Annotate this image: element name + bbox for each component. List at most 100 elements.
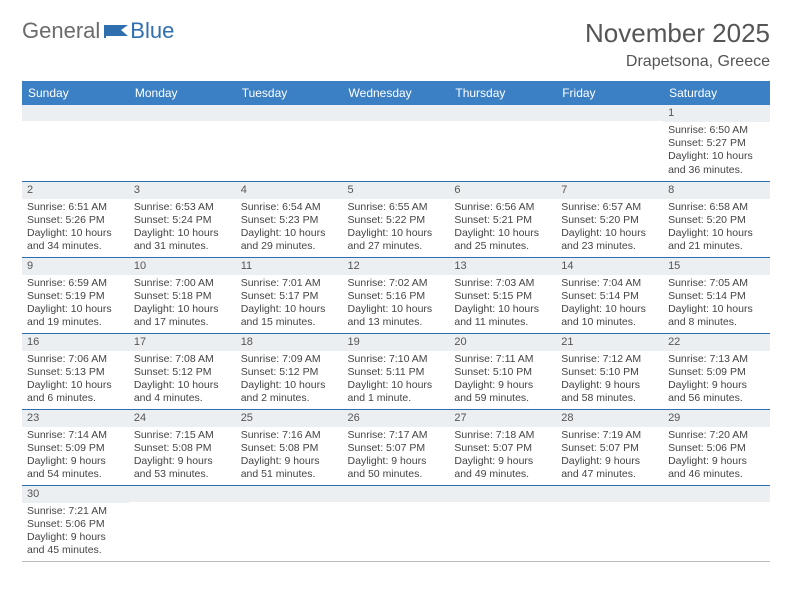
calendar-week: 16Sunrise: 7:06 AMSunset: 5:13 PMDayligh… xyxy=(22,333,770,409)
day-line: and 10 minutes. xyxy=(561,316,658,329)
day-number-bar: 15 xyxy=(663,258,770,275)
logo: General Blue xyxy=(22,18,174,44)
calendar-cell: 3Sunrise: 6:53 AMSunset: 5:24 PMDaylight… xyxy=(129,181,236,257)
day-body xyxy=(449,121,556,161)
day-line: and 1 minute. xyxy=(348,392,445,405)
calendar-cell xyxy=(449,105,556,181)
day-number-bar: 17 xyxy=(129,334,236,351)
day-line: Daylight: 10 hours xyxy=(454,227,551,240)
day-number-bar: 28 xyxy=(556,410,663,427)
day-line: Daylight: 10 hours xyxy=(561,303,658,316)
day-header: Saturday xyxy=(663,81,770,105)
day-number-bar: 25 xyxy=(236,410,343,427)
flag-icon xyxy=(104,18,130,44)
day-number-bar: 29 xyxy=(663,410,770,427)
day-number-bar xyxy=(129,105,236,121)
day-line: Sunset: 5:12 PM xyxy=(241,366,338,379)
title-block: November 2025 Drapetsona, Greece xyxy=(585,18,770,71)
day-line: Sunset: 5:07 PM xyxy=(348,442,445,455)
day-line: Daylight: 10 hours xyxy=(348,303,445,316)
day-body: Sunrise: 7:00 AMSunset: 5:18 PMDaylight:… xyxy=(129,275,236,332)
day-body: Sunrise: 6:58 AMSunset: 5:20 PMDaylight:… xyxy=(663,199,770,256)
day-body xyxy=(236,121,343,161)
calendar-body: 1Sunrise: 6:50 AMSunset: 5:27 PMDaylight… xyxy=(22,105,770,561)
day-line: and 47 minutes. xyxy=(561,468,658,481)
day-body: Sunrise: 7:03 AMSunset: 5:15 PMDaylight:… xyxy=(449,275,556,332)
day-line: Sunrise: 7:12 AM xyxy=(561,353,658,366)
day-line: Sunset: 5:15 PM xyxy=(454,290,551,303)
day-number-bar xyxy=(236,486,343,502)
day-body: Sunrise: 7:21 AMSunset: 5:06 PMDaylight:… xyxy=(22,503,129,560)
day-number-bar xyxy=(663,486,770,502)
day-line: Daylight: 9 hours xyxy=(561,379,658,392)
day-line: and 23 minutes. xyxy=(561,240,658,253)
day-number-bar xyxy=(449,105,556,121)
day-number-bar: 22 xyxy=(663,334,770,351)
day-line: Sunrise: 7:06 AM xyxy=(27,353,124,366)
calendar-cell: 9Sunrise: 6:59 AMSunset: 5:19 PMDaylight… xyxy=(22,257,129,333)
day-number-bar: 10 xyxy=(129,258,236,275)
day-line: and 27 minutes. xyxy=(348,240,445,253)
day-line: Daylight: 10 hours xyxy=(27,227,124,240)
calendar-cell: 24Sunrise: 7:15 AMSunset: 5:08 PMDayligh… xyxy=(129,409,236,485)
day-line: Sunrise: 7:00 AM xyxy=(134,277,231,290)
day-line: and 29 minutes. xyxy=(241,240,338,253)
day-line: Sunset: 5:10 PM xyxy=(561,366,658,379)
day-body: Sunrise: 7:12 AMSunset: 5:10 PMDaylight:… xyxy=(556,351,663,408)
day-body xyxy=(129,502,236,542)
day-body xyxy=(22,121,129,161)
day-line: Daylight: 10 hours xyxy=(27,379,124,392)
day-body: Sunrise: 6:55 AMSunset: 5:22 PMDaylight:… xyxy=(343,199,450,256)
calendar-cell: 1Sunrise: 6:50 AMSunset: 5:27 PMDaylight… xyxy=(663,105,770,181)
day-number-bar xyxy=(449,486,556,502)
day-line: Sunrise: 6:53 AM xyxy=(134,201,231,214)
day-line: Sunset: 5:16 PM xyxy=(348,290,445,303)
day-body: Sunrise: 7:13 AMSunset: 5:09 PMDaylight:… xyxy=(663,351,770,408)
day-number-bar: 23 xyxy=(22,410,129,427)
day-line: Sunset: 5:08 PM xyxy=(134,442,231,455)
day-line: Daylight: 9 hours xyxy=(241,455,338,468)
day-number-bar: 11 xyxy=(236,258,343,275)
day-line: Sunrise: 7:08 AM xyxy=(134,353,231,366)
day-line: Daylight: 9 hours xyxy=(454,379,551,392)
day-line: and 4 minutes. xyxy=(134,392,231,405)
day-line: Daylight: 9 hours xyxy=(348,455,445,468)
day-number-bar xyxy=(236,105,343,121)
day-line: Daylight: 10 hours xyxy=(27,303,124,316)
calendar-cell: 21Sunrise: 7:12 AMSunset: 5:10 PMDayligh… xyxy=(556,333,663,409)
day-line: Daylight: 10 hours xyxy=(134,379,231,392)
calendar-cell: 30Sunrise: 7:21 AMSunset: 5:06 PMDayligh… xyxy=(22,485,129,561)
day-line: Sunrise: 6:50 AM xyxy=(668,124,765,137)
calendar-week: 1Sunrise: 6:50 AMSunset: 5:27 PMDaylight… xyxy=(22,105,770,181)
calendar-table: SundayMondayTuesdayWednesdayThursdayFrid… xyxy=(22,81,770,562)
calendar-cell: 12Sunrise: 7:02 AMSunset: 5:16 PMDayligh… xyxy=(343,257,450,333)
day-line: Sunset: 5:24 PM xyxy=(134,214,231,227)
calendar-cell: 17Sunrise: 7:08 AMSunset: 5:12 PMDayligh… xyxy=(129,333,236,409)
day-line: Sunrise: 7:10 AM xyxy=(348,353,445,366)
day-body: Sunrise: 7:14 AMSunset: 5:09 PMDaylight:… xyxy=(22,427,129,484)
day-body: Sunrise: 7:01 AMSunset: 5:17 PMDaylight:… xyxy=(236,275,343,332)
day-line: and 51 minutes. xyxy=(241,468,338,481)
day-line: Sunset: 5:20 PM xyxy=(561,214,658,227)
day-body xyxy=(343,121,450,161)
day-line: and 8 minutes. xyxy=(668,316,765,329)
day-body: Sunrise: 6:53 AMSunset: 5:24 PMDaylight:… xyxy=(129,199,236,256)
calendar-cell xyxy=(129,485,236,561)
day-header: Thursday xyxy=(449,81,556,105)
day-body: Sunrise: 7:17 AMSunset: 5:07 PMDaylight:… xyxy=(343,427,450,484)
day-number-bar: 3 xyxy=(129,182,236,199)
day-body: Sunrise: 7:20 AMSunset: 5:06 PMDaylight:… xyxy=(663,427,770,484)
day-line: and 36 minutes. xyxy=(668,164,765,177)
day-body: Sunrise: 7:02 AMSunset: 5:16 PMDaylight:… xyxy=(343,275,450,332)
day-line: Daylight: 10 hours xyxy=(668,303,765,316)
calendar-week: 2Sunrise: 6:51 AMSunset: 5:26 PMDaylight… xyxy=(22,181,770,257)
calendar-cell: 10Sunrise: 7:00 AMSunset: 5:18 PMDayligh… xyxy=(129,257,236,333)
day-line: Sunrise: 7:05 AM xyxy=(668,277,765,290)
day-line: and 49 minutes. xyxy=(454,468,551,481)
day-line: Sunrise: 7:01 AM xyxy=(241,277,338,290)
calendar-cell: 4Sunrise: 6:54 AMSunset: 5:23 PMDaylight… xyxy=(236,181,343,257)
day-line: Sunset: 5:09 PM xyxy=(27,442,124,455)
calendar-cell xyxy=(556,485,663,561)
day-number-bar: 2 xyxy=(22,182,129,199)
day-line: and 6 minutes. xyxy=(27,392,124,405)
